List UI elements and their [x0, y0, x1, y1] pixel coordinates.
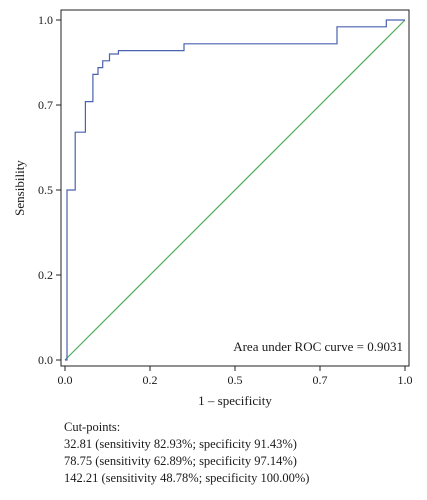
- reference-diagonal-line: [64, 19, 406, 361]
- y-tick-label: 0.5: [38, 183, 53, 197]
- y-tick-label: 0.7: [38, 98, 53, 112]
- y-tick-label: 0.2: [38, 268, 53, 282]
- y-tick-label: 0.0: [38, 353, 53, 367]
- x-tick-label: 0.5: [228, 373, 243, 387]
- cutpoint-line: 32.81 (sensitivity 82.93%; specificity 9…: [64, 437, 297, 451]
- x-tick-label: 0.0: [58, 373, 73, 387]
- y-axis-ticks: 0.0 0.2 0.5 0.7 1.0: [38, 13, 61, 367]
- cutpoint-line: 142.21 (sensitivity 48.78%; specificity …: [64, 471, 310, 485]
- x-tick-label: 0.2: [143, 373, 158, 387]
- y-tick-label: 1.0: [38, 13, 53, 27]
- x-tick-label: 0.7: [313, 373, 328, 387]
- series-lines: [64, 19, 406, 361]
- x-tick-label: 1.0: [398, 373, 413, 387]
- cutpoints-heading: Cut-points:: [64, 420, 121, 434]
- annotation-auc: Area under ROC curve = 0.9031: [233, 339, 403, 354]
- y-axis-label: Sensibility: [12, 160, 27, 216]
- roc-curve-line: [65, 19, 405, 361]
- cutpoints-block: Cut-points: 32.81 (sensitivity 82.93%; s…: [64, 419, 309, 487]
- x-axis-label: 1 – specificity: [198, 393, 272, 408]
- x-axis-ticks: 0.0 0.2 0.5 0.7 1.0: [58, 366, 413, 387]
- roc-chart: 0.0 0.2 0.5 0.7 1.0 0.0 0.2 0.5 0.7 1.0 Area und…: [12, 9, 413, 408]
- cutpoint-line: 78.75 (sensitivity 62.89%; specificity 9…: [64, 454, 297, 468]
